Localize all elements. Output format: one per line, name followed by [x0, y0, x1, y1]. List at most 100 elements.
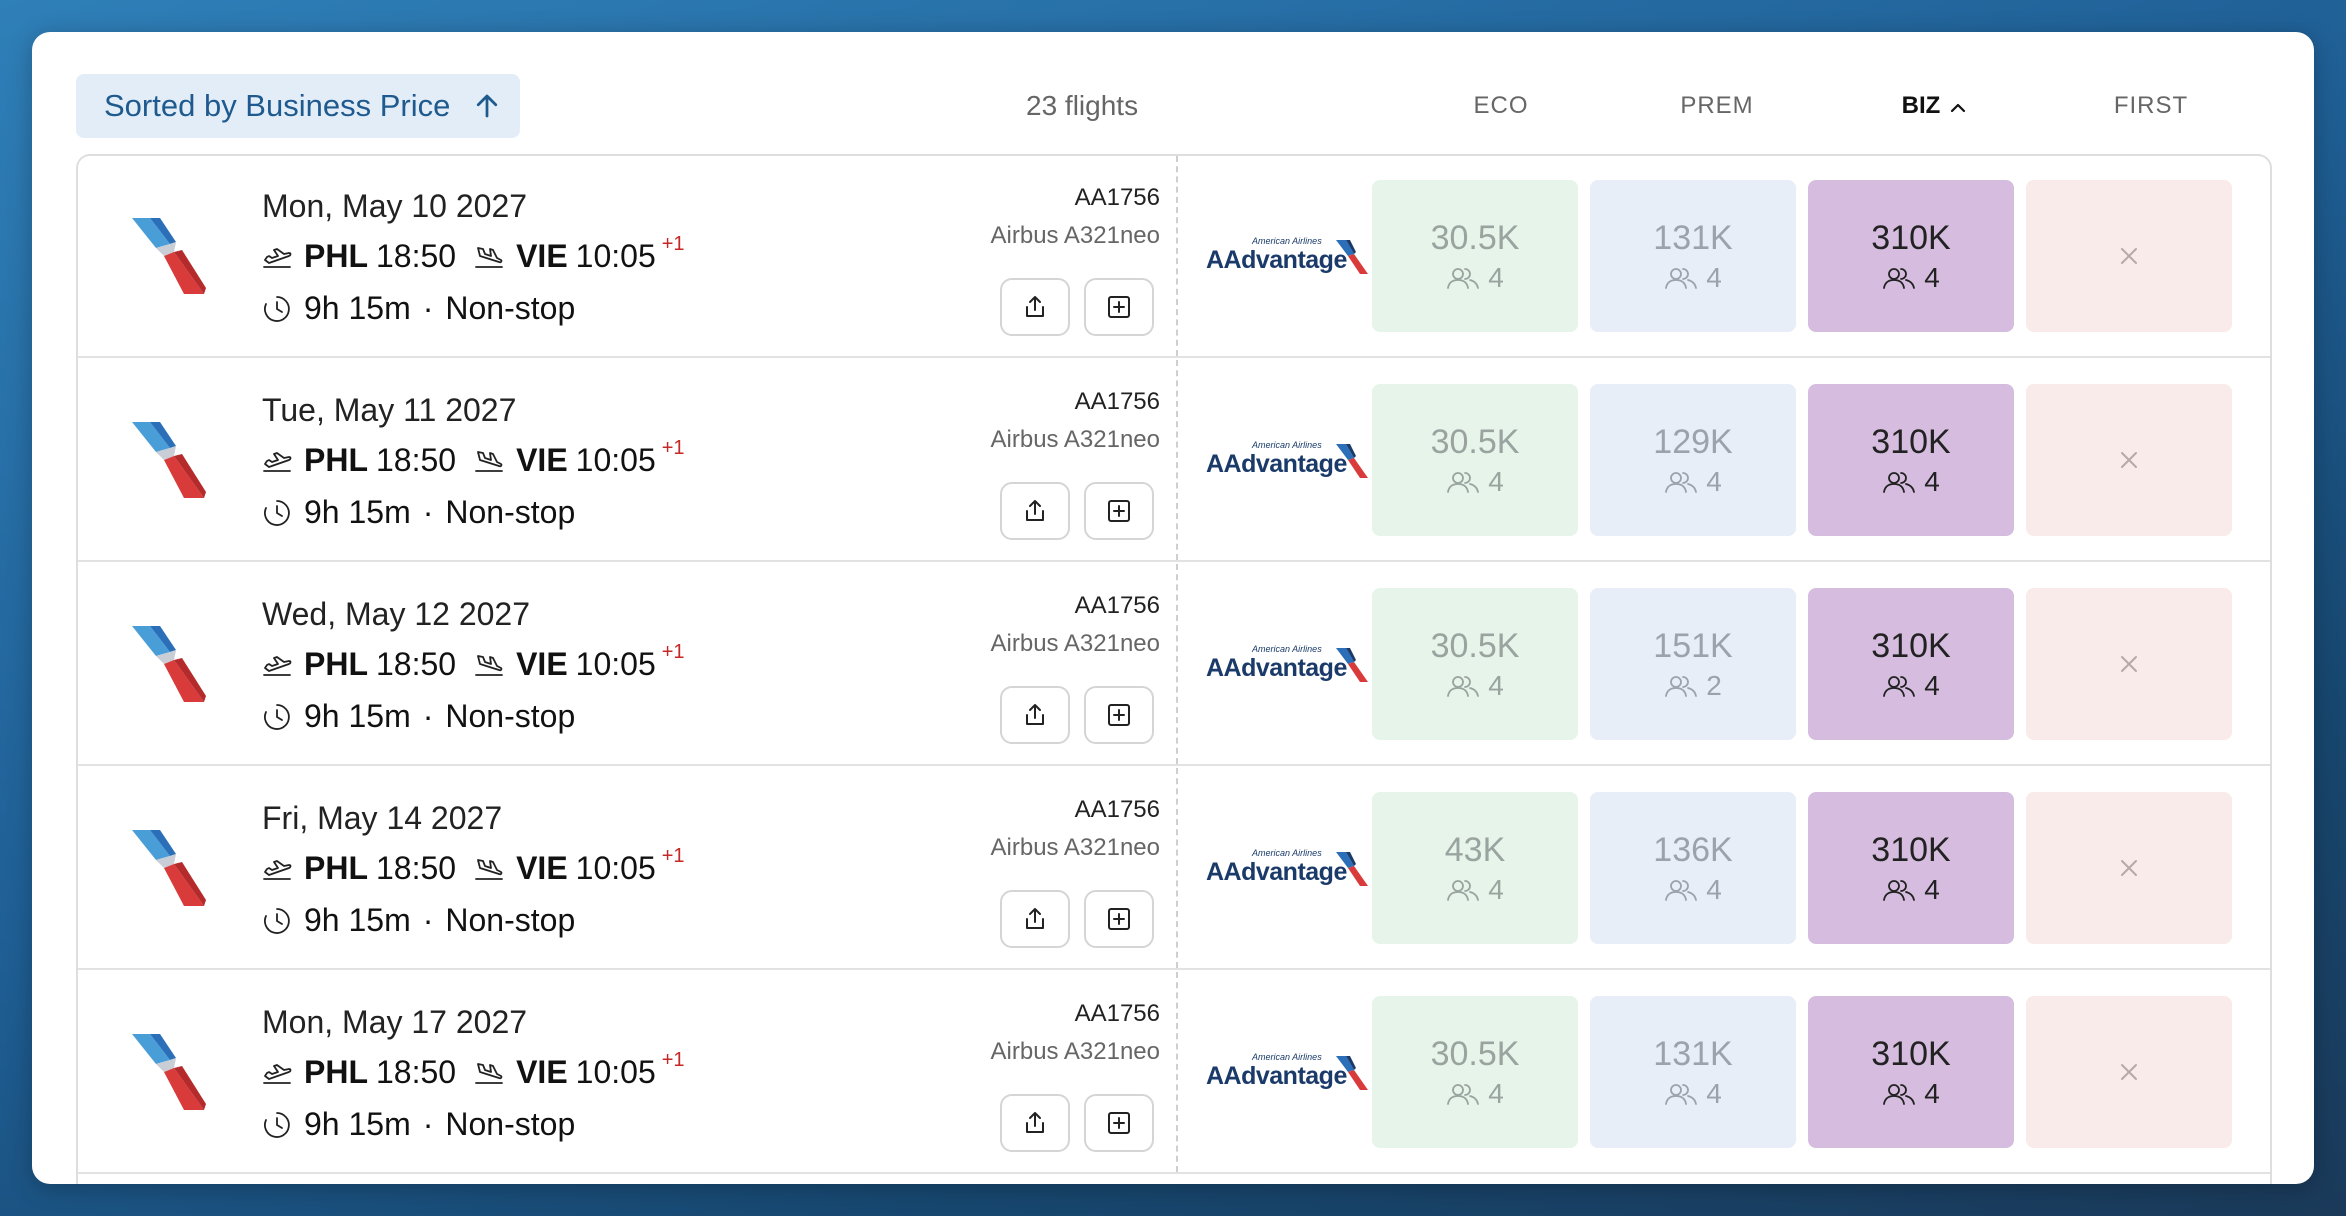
- fare-eco[interactable]: 30.5K 4: [1372, 588, 1578, 740]
- fare-prem[interactable]: 136K 4: [1590, 792, 1796, 944]
- column-biz[interactable]: BIZ: [1832, 92, 2038, 120]
- duration-text: 9h 15m: [304, 290, 411, 326]
- fare-biz-seats: 4: [1882, 874, 1940, 906]
- share-button[interactable]: [1000, 482, 1070, 540]
- arrow-up-icon: [477, 94, 498, 118]
- flight-route: PHL 18:50 VIE 10:05 +1: [262, 641, 685, 683]
- column-prem[interactable]: PREM: [1614, 92, 1820, 120]
- users-icon: [1665, 1084, 1698, 1105]
- flight-duration: 9h 15m · Non-stop: [262, 290, 575, 327]
- fare-biz[interactable]: 310K 4: [1808, 996, 2014, 1148]
- takeoff-icon: [263, 859, 292, 880]
- add-button[interactable]: [1084, 1094, 1154, 1152]
- add-button[interactable]: [1084, 890, 1154, 948]
- add-button[interactable]: [1084, 482, 1154, 540]
- share-icon: [1026, 908, 1044, 929]
- share-button[interactable]: [1000, 278, 1070, 336]
- fare-eco-seat-count: 4: [1488, 1078, 1504, 1109]
- column-first[interactable]: FIRST: [2048, 92, 2254, 120]
- flight-row[interactable]: Fri, May 14 2027 PHL 18:50 VIE 10:05 +1 …: [78, 768, 2270, 970]
- flight-route: PHL 18:50 VIE 10:05 +1: [262, 845, 685, 887]
- arrival-time: 10:05: [575, 442, 656, 478]
- sort-button[interactable]: Sorted by Business Price: [76, 74, 520, 138]
- fare-eco-price: 30.5K: [1430, 627, 1520, 665]
- flight-row[interactable]: Wed, May 12 2027 PHL 18:50 VIE 10:05 +1 …: [78, 564, 2270, 766]
- flight-row[interactable]: Mon, May 10 2027 PHL 18:50 VIE 10:05 +1 …: [78, 156, 2270, 358]
- fare-biz[interactable]: 310K 4: [1808, 384, 2014, 536]
- fare-prem[interactable]: 131K 4: [1590, 180, 1796, 332]
- fare-prem-seats: 2: [1664, 670, 1722, 702]
- destination-airport: VIE: [516, 238, 568, 274]
- landing-icon: [475, 858, 503, 880]
- fare-biz-price: 310K: [1871, 423, 1951, 461]
- fare-eco[interactable]: 30.5K 4: [1372, 996, 1578, 1148]
- fare-eco-seats: 4: [1446, 1078, 1504, 1110]
- aadvantage-logo: American Airlines AAdvantage: [1206, 848, 1370, 892]
- airline-tail-logo-icon: [132, 830, 206, 906]
- fare-biz-seats: 4: [1882, 670, 1940, 702]
- flight-number: AA1756: [1074, 1000, 1160, 1027]
- landing-icon: [475, 450, 503, 472]
- fare-eco-seat-count: 4: [1488, 874, 1504, 905]
- close-icon: [2121, 860, 2137, 876]
- program-big-text: AAdvantage: [1206, 246, 1347, 274]
- share-button[interactable]: [1000, 890, 1070, 948]
- fare-eco-seats: 4: [1446, 874, 1504, 906]
- aircraft-type: Airbus A321neo: [990, 1038, 1160, 1065]
- clock-icon: [264, 295, 290, 322]
- aadvantage-logo: American Airlines AAdvantage: [1206, 236, 1370, 280]
- chevron-up-icon: [1951, 103, 1966, 112]
- plus-square-icon: [1108, 296, 1130, 318]
- fare-prem-seats: 4: [1664, 466, 1722, 498]
- flight-row[interactable]: Mon, May 17 2027 PHL 18:50 VIE 10:05 +1 …: [78, 972, 2270, 1174]
- fare-biz[interactable]: 310K 4: [1808, 792, 2014, 944]
- arrival-time: 10:05: [575, 646, 656, 682]
- flight-row[interactable]: Tue, May 11 2027 PHL 18:50 VIE 10:05 +1 …: [78, 360, 2270, 562]
- row-divider: [1176, 564, 1178, 764]
- landing-icon: [475, 654, 503, 676]
- users-icon: [1447, 880, 1480, 901]
- fare-first-unavailable: [2026, 588, 2232, 740]
- fare-eco-seats: 4: [1446, 670, 1504, 702]
- aadvantage-logo: American Airlines AAdvantage: [1206, 1052, 1370, 1096]
- fare-prem[interactable]: 151K 2: [1590, 588, 1796, 740]
- flight-list: Mon, May 10 2027 PHL 18:50 VIE 10:05 +1 …: [76, 154, 2272, 1184]
- add-button[interactable]: [1084, 278, 1154, 336]
- fare-eco-seats: 4: [1446, 262, 1504, 294]
- duration-text: 9h 15m: [304, 902, 411, 938]
- plus-day-badge: +1: [661, 845, 685, 867]
- fare-eco[interactable]: 30.5K 4: [1372, 384, 1578, 536]
- add-button[interactable]: [1084, 686, 1154, 744]
- close-icon: [2121, 1064, 2137, 1080]
- program-small-text: American Airlines: [1252, 848, 1322, 858]
- fare-prem-seats: 4: [1664, 874, 1722, 906]
- fare-prem[interactable]: 131K 4: [1590, 996, 1796, 1148]
- clock-icon: [264, 703, 290, 730]
- flight-date: Mon, May 17 2027: [262, 1004, 528, 1040]
- separator-dot: ·: [422, 902, 434, 938]
- destination-airport: VIE: [516, 850, 568, 886]
- fare-biz-seat-count: 4: [1924, 466, 1940, 497]
- stops-text: Non-stop: [445, 902, 576, 938]
- duration-text: 9h 15m: [304, 1106, 411, 1142]
- fare-biz-seats: 4: [1882, 262, 1940, 294]
- plus-day-badge: +1: [661, 1049, 685, 1071]
- departure-time: 18:50: [376, 238, 457, 274]
- program-small-text: American Airlines: [1252, 1052, 1322, 1062]
- share-button[interactable]: [1000, 686, 1070, 744]
- fare-eco[interactable]: 30.5K 4: [1372, 180, 1578, 332]
- fare-prem-seat-count: 2: [1706, 670, 1722, 701]
- column-prem-label: PREM: [1680, 92, 1754, 119]
- fare-biz-seat-count: 4: [1924, 1078, 1940, 1109]
- users-icon: [1883, 880, 1916, 901]
- share-button[interactable]: [1000, 1094, 1070, 1152]
- fare-biz[interactable]: 310K 4: [1808, 180, 2014, 332]
- fare-biz[interactable]: 310K 4: [1808, 588, 2014, 740]
- flight-date: Wed, May 12 2027: [262, 596, 531, 632]
- aircraft-type: Airbus A321neo: [990, 630, 1160, 657]
- stops-text: Non-stop: [445, 494, 576, 530]
- fare-eco[interactable]: 43K 4: [1372, 792, 1578, 944]
- clock-icon: [264, 499, 290, 526]
- fare-prem[interactable]: 129K 4: [1590, 384, 1796, 536]
- column-eco[interactable]: ECO: [1398, 92, 1604, 120]
